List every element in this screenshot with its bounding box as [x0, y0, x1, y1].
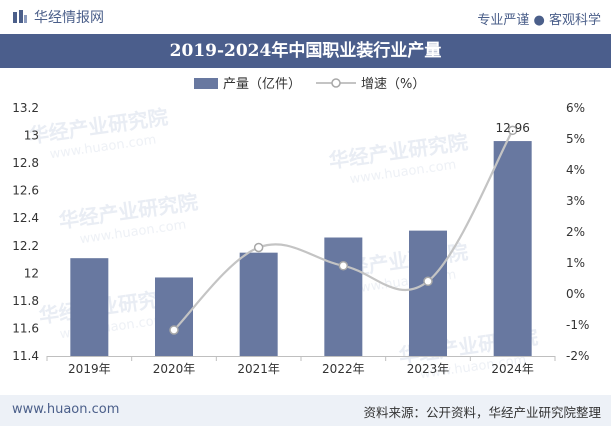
left-axis-tick-label: 11.8	[12, 294, 39, 308]
legend: 产量（亿件） 增速（%）	[194, 77, 425, 92]
left-axis-tick-label: 13	[24, 129, 39, 143]
right-axis-tick-label: 0%	[566, 287, 585, 301]
chart-title: 2019-2024年中国职业装行业产量	[0, 34, 611, 68]
right-axis-tick-label: 2%	[566, 225, 585, 239]
growth-point	[423, 276, 433, 287]
line-series	[169, 125, 518, 335]
bar	[409, 230, 447, 356]
left-axis-tick-label: 12.8	[12, 156, 39, 170]
left-axis-tick-label: 11.4	[12, 349, 39, 363]
left-axis-tick-label: 12.4	[12, 211, 39, 225]
left-axis-tick-label: 11.6	[12, 321, 39, 335]
x-axis-tick-label: 2020年	[153, 362, 196, 376]
legend-line-label: 增速（%）	[361, 77, 425, 92]
legend-bar-swatch	[194, 78, 218, 89]
right-axis-tick-label: 4%	[566, 163, 585, 177]
x-axis: 2019年 2020年 2021年 2022年 2023年 2024年	[46, 356, 556, 376]
growth-point	[507, 125, 518, 136]
x-axis-tick-label: 2023年	[407, 362, 450, 376]
bar	[155, 277, 193, 356]
bar-logo-icon	[13, 10, 27, 23]
bar	[493, 141, 532, 356]
growth-point	[169, 325, 179, 335]
tagline: 专业严谨 ● 客观科学	[477, 13, 601, 28]
x-axis-tick-label: 2019年	[68, 362, 111, 376]
left-axis-tick-label: 12.2	[12, 239, 39, 253]
footer-website: www.huaon.com	[12, 402, 120, 417]
right-axis-tick-label: -1%	[566, 318, 589, 332]
bar-data-label: 12.96	[495, 121, 529, 135]
right-axis-tick-label: 3%	[566, 194, 585, 208]
bar	[70, 258, 109, 356]
right-axis-tick-label: 1%	[566, 256, 585, 270]
brand-name: 华经情报网	[34, 10, 104, 26]
x-axis-tick-label: 2024年	[491, 362, 534, 376]
bar	[324, 237, 363, 356]
footer-source: 资料来源：公开资料，华经产业研究院整理	[363, 405, 601, 420]
top-bar: 华经情报网 专业严谨 ● 客观科学	[0, 0, 611, 34]
brand: 华经情报网	[12, 7, 104, 27]
footer: www.huaon.com 资料来源：公开资料，华经产业研究院整理	[0, 395, 611, 426]
right-axis: -2% -1% 0% 1% 2% 3% 4% 5% 6%	[566, 101, 589, 363]
data-labels: 12.96	[495, 121, 529, 135]
growth-point	[253, 242, 264, 253]
x-axis-tick-label: 2021年	[237, 362, 280, 376]
growth-point	[338, 261, 349, 271]
right-axis-tick-label: -2%	[566, 349, 589, 363]
bar	[239, 252, 278, 356]
left-axis-tick-label: 12.6	[12, 184, 39, 198]
bar-series	[70, 141, 532, 356]
left-axis-tick-label: 12	[24, 266, 39, 280]
x-axis-tick-label: 2022年	[322, 362, 365, 376]
legend-line-marker	[331, 78, 341, 88]
left-axis-tick-label: 13.2	[12, 101, 39, 115]
right-axis-tick-label: 5%	[566, 132, 585, 146]
legend-bar-label: 产量（亿件）	[223, 77, 301, 92]
left-axis: 11.4 11.6 11.8 12 12.2 12.4 12.6 12.8 13 13.2	[12, 101, 39, 363]
right-axis-tick-label: 6%	[566, 101, 585, 115]
